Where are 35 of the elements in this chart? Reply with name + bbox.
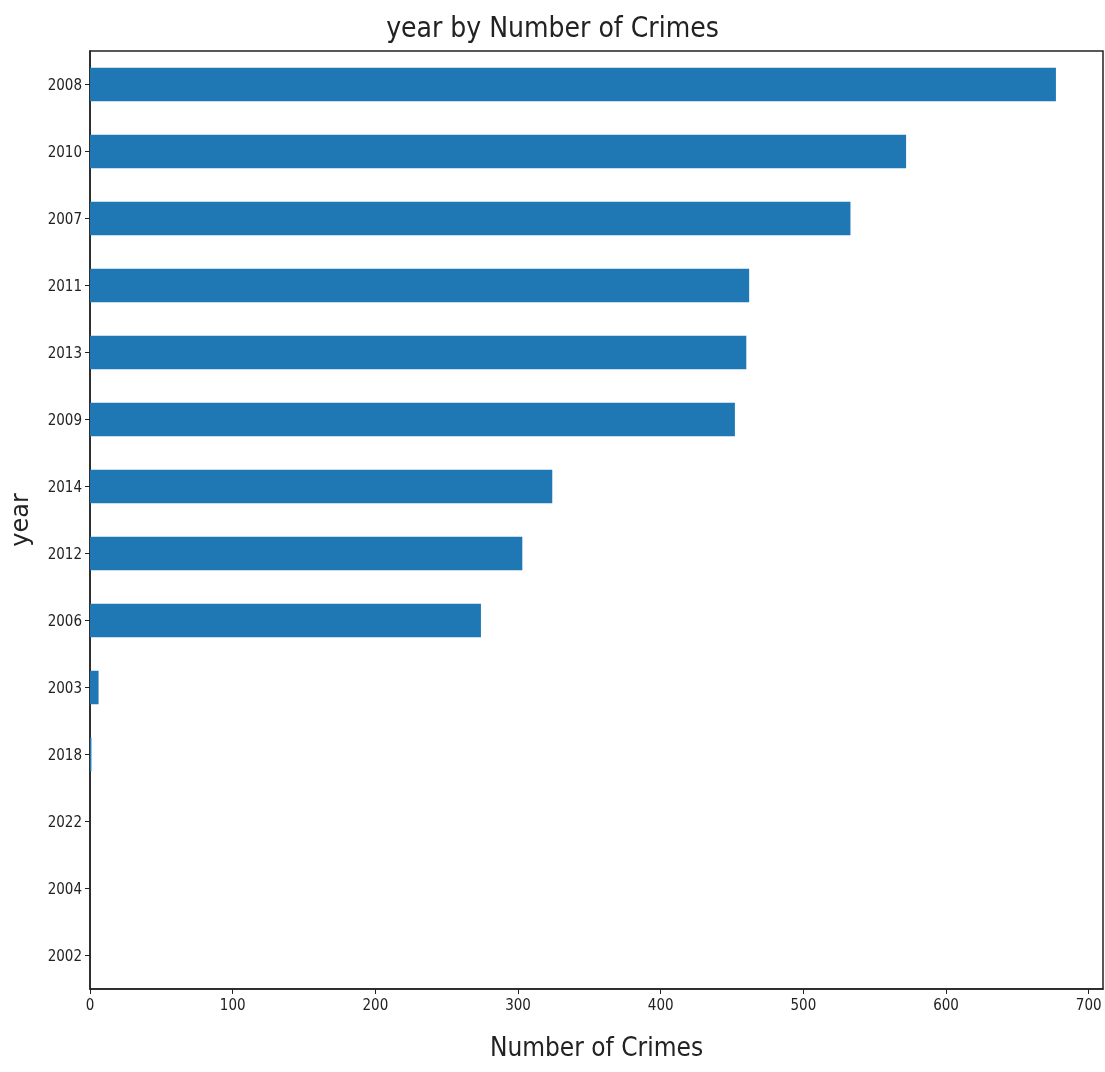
y-tick-label: 2004	[47, 879, 82, 898]
y-tick-label: 2010	[47, 142, 82, 161]
y-tick-label: 2011	[47, 276, 82, 295]
y-tick-label: 2002	[47, 946, 82, 965]
x-tick-label: 400	[647, 995, 674, 1014]
y-tick-label: 2006	[47, 611, 82, 630]
y-tick-label: 2013	[47, 343, 82, 362]
bar	[90, 402, 735, 437]
bar	[90, 335, 747, 370]
bar	[90, 670, 99, 705]
bar	[90, 469, 553, 504]
y-axis-title: year	[6, 493, 34, 547]
bar	[90, 603, 481, 638]
bar	[90, 268, 750, 303]
y-tick-label: 2003	[47, 678, 82, 697]
chart-title: year by Number of Crimes	[386, 10, 719, 44]
x-axis-title: Number of Crimes	[489, 1032, 704, 1062]
y-tick-label: 2012	[47, 544, 82, 563]
x-tick-label: 500	[790, 995, 817, 1014]
y-tick-label: 2007	[47, 209, 82, 228]
x-tick-label: 600	[933, 995, 959, 1014]
x-tick-label: 200	[362, 995, 389, 1014]
bar	[90, 134, 907, 169]
x-tick-label: 0	[85, 995, 95, 1014]
y-tick-label: 2008	[47, 75, 82, 94]
y-tick-label: 2018	[47, 745, 82, 764]
y-tick-label: 2014	[47, 477, 82, 496]
bar	[90, 536, 523, 571]
x-tick-label: 300	[505, 995, 531, 1014]
y-tick-label: 2009	[47, 410, 82, 429]
bar	[90, 67, 1056, 102]
x-tick-label: 700	[1075, 995, 1102, 1014]
bar	[90, 201, 851, 236]
y-tick-label: 2022	[47, 812, 82, 831]
x-tick-label: 100	[219, 995, 246, 1014]
